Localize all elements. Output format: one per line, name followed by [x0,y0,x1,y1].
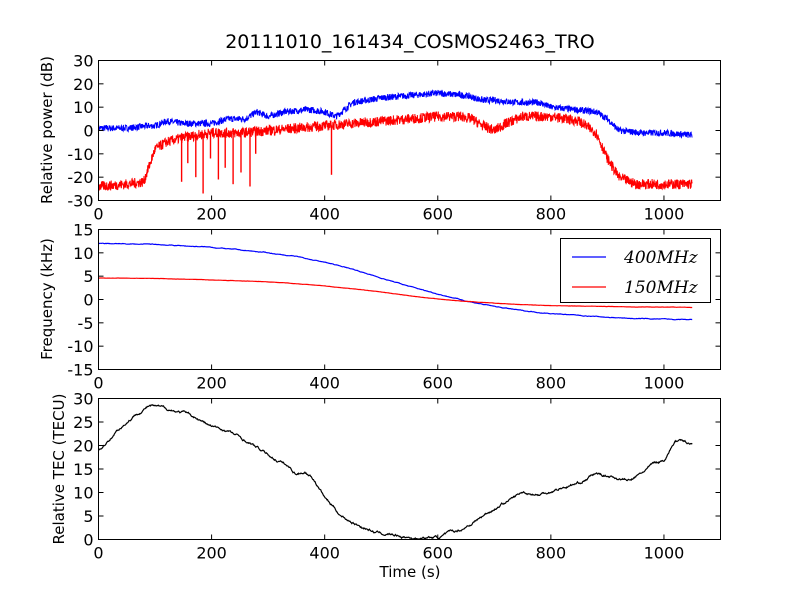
frequency-ytick-label: 0 [83,291,93,310]
frequency-ytick-label: 10 [73,244,93,263]
power-tick-layer: 0 200 400 600 800 1000 -30 -20 -10 0 10 20 30 [67,52,721,224]
tec-ytick-label: 15 [73,460,93,479]
frequency-legend: 400MHz 150MHz [560,238,711,303]
power-xtick-label: 1000 [644,205,685,224]
frequency-ytick-label: -5 [78,314,94,333]
tec-ytick-label: 25 [73,413,93,432]
tec-xtick-label: 600 [422,544,453,563]
legend-box [560,238,711,303]
tec-xlabel: Time (s) [379,563,441,581]
tec-ytick-label: 10 [73,484,93,503]
frequency-ytick-label: 5 [83,267,93,286]
power-series-1-line [98,89,693,139]
power-xtick-label: 400 [309,205,340,224]
power-ytick-label: -10 [67,145,93,164]
power-ytick-label: 10 [73,98,93,117]
legend-label-400mhz: 400MHz [623,248,699,268]
power-xtick-label: 800 [536,205,567,224]
frequency-xtick-label: 200 [196,374,227,393]
tec-xtick-label: 200 [196,544,227,563]
frequency-series-1-line [98,242,693,321]
power-ylabel: Relative power (dB) [38,56,56,204]
legend-label-150mhz: 150MHz [624,278,699,298]
power-ytick-label: -20 [67,168,93,187]
tec-ytick-label: 30 [73,390,93,409]
frequency-series-2-line [98,277,693,309]
power-axes-frame [98,60,721,201]
frequency-xtick-label: 0 [93,374,103,393]
tec-xtick-label: 1000 [644,544,685,563]
power-spike-layer [180,125,333,194]
frequency-xtick-label: 400 [309,374,340,393]
frequency-panel: 0 200 400 600 800 1000 -15 -10 -5 0 5 10 15 Frequenc… [38,221,721,393]
tec-axes-frame [98,398,721,540]
tec-xtick-label: 800 [536,544,567,563]
power-xtick-label: 0 [93,205,103,224]
frequency-tick-layer: 0 200 400 600 800 1000 -15 -10 -5 0 5 10 15 [67,221,721,393]
tec-ytick-label: 0 [83,531,93,550]
frequency-series-layer [98,242,693,321]
tec-ytick-label: 20 [73,437,93,456]
frequency-ytick-label: -10 [67,337,93,356]
power-ytick-label: 30 [73,52,93,71]
frequency-ytick-label: -15 [67,361,93,380]
tec-xtick-label: 0 [93,544,103,563]
power-series-2-line [98,110,693,191]
frequency-axes-frame [98,229,721,370]
tec-ytick-label: 5 [83,507,93,526]
frequency-xtick-label: 1000 [644,374,685,393]
tec-series-1-line [98,404,693,541]
tec-ylabel: Relative TEC (TECU) [50,394,68,545]
tec-xtick-label: 400 [309,544,340,563]
power-panel: 0 200 400 600 800 1000 -30 -20 -10 0 10 20 30 Relati… [38,52,721,224]
chart-title: 20111010_161434_COSMOS2463_TRO [225,31,595,53]
power-series-layer [98,89,693,191]
tec-series-layer [98,404,693,541]
power-xtick-label: 200 [196,205,227,224]
power-ytick-label: 0 [83,122,93,141]
power-xtick-label: 600 [422,205,453,224]
frequency-ylabel: Frequency (kHz) [38,238,56,360]
frequency-xtick-label: 600 [422,374,453,393]
power-ytick-label: 20 [73,75,93,94]
power-ytick-label: -30 [67,192,93,211]
frequency-xtick-label: 800 [536,374,567,393]
frequency-ytick-label: 15 [73,221,93,240]
